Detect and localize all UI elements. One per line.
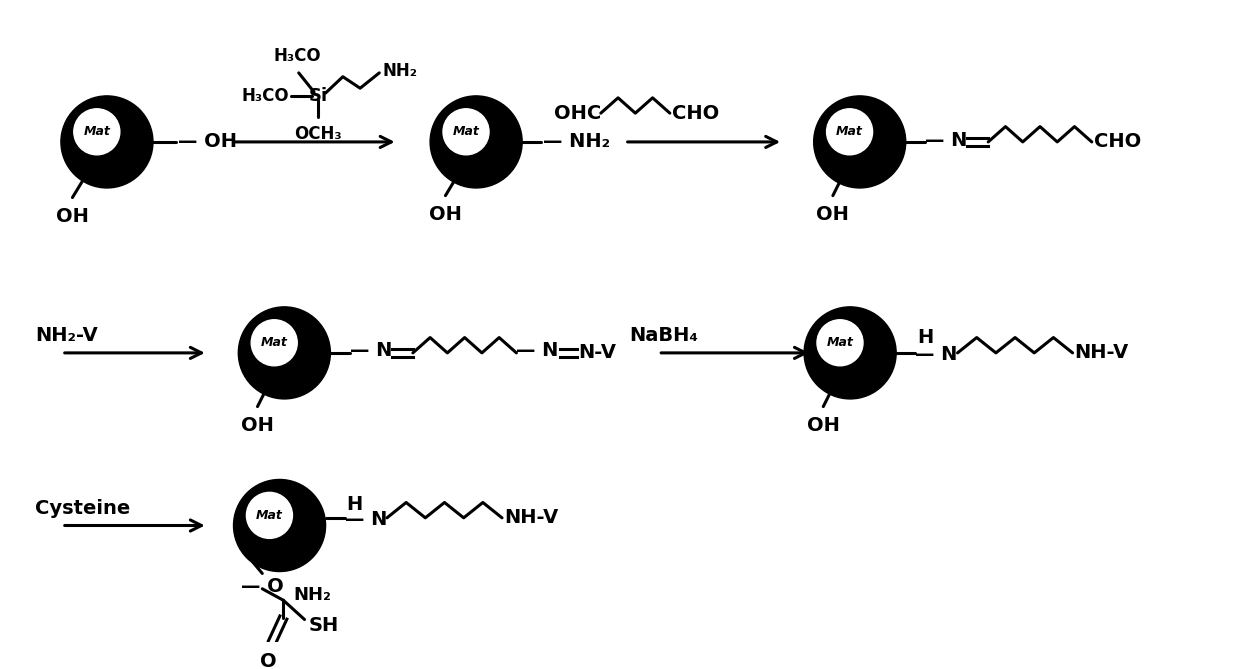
Text: NH₂: NH₂ [292,585,331,603]
Text: H: H [917,328,933,347]
Text: Si: Si [309,87,327,105]
Text: NH₂-V: NH₂-V [35,326,98,345]
Text: — N: — N [916,345,958,365]
Text: — N: — N [517,341,559,361]
Text: H₃CO: H₃CO [242,87,289,105]
Text: NH-V: NH-V [1074,343,1129,363]
Text: Mat: Mat [260,337,287,349]
Text: OH: OH [242,416,274,435]
Text: — O: — O [240,577,284,596]
Circle shape [804,307,896,399]
Circle shape [826,109,872,155]
Circle shape [252,320,297,366]
Text: OCH₃: OCH₃ [294,124,342,142]
Text: O: O [260,652,276,669]
Text: Mat: Mat [452,125,479,138]
Text: OHC: OHC [554,104,601,122]
Circle shape [430,96,522,188]
Text: NH-V: NH-V [504,508,559,527]
Text: — N: — N [926,130,968,149]
Text: NH₂: NH₂ [382,62,418,80]
Text: H: H [347,495,363,514]
Circle shape [238,307,331,399]
Text: — N: — N [349,341,392,361]
Circle shape [814,96,906,188]
Circle shape [444,109,489,155]
Text: — N: — N [344,510,387,529]
Text: — OH: — OH [178,132,237,151]
Text: Cysteine: Cysteine [35,498,130,518]
Text: Mat: Mat [836,125,864,138]
Text: H₃CO: H₃CO [273,47,321,65]
Circle shape [233,480,326,571]
Text: NaBH₄: NaBH₄ [629,326,699,345]
Circle shape [247,492,292,539]
Circle shape [61,96,152,188]
Text: Mat: Mat [826,337,854,349]
Text: CHO: CHO [1094,132,1141,151]
Text: OH: OH [807,416,840,435]
Text: — NH₂: — NH₂ [543,132,611,151]
Text: OH: OH [429,205,462,224]
Text: OH: OH [56,207,89,226]
Circle shape [817,320,864,366]
Text: Mat: Mat [83,125,110,138]
Text: SH: SH [309,615,338,635]
Circle shape [74,109,120,155]
Text: N-V: N-V [579,343,617,363]
Text: OH: OH [817,205,849,224]
Text: CHO: CHO [672,104,719,122]
Text: Mat: Mat [256,509,282,522]
